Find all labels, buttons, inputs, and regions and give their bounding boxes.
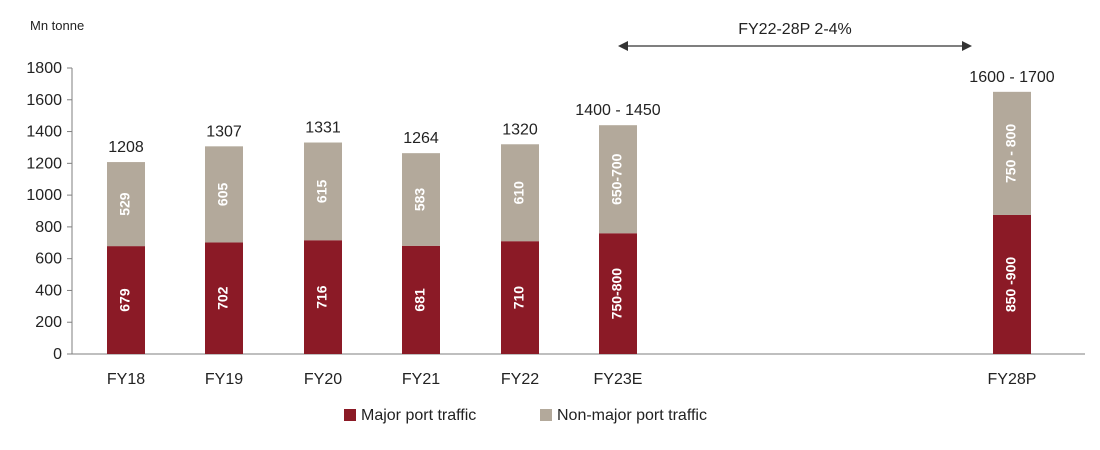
bar-nonmajor-fy21 (402, 153, 440, 246)
legend-label-major: Major port traffic (361, 407, 476, 424)
bar-major-fy18 (107, 246, 145, 354)
total-label: 1307 (206, 123, 242, 140)
y-tick-label: 200 (35, 314, 62, 331)
x-category-label: FY20 (304, 371, 342, 388)
y-tick-label: 1200 (26, 155, 62, 172)
unit-label: Mn tonne (30, 18, 84, 33)
y-tick-label: 600 (35, 251, 62, 268)
y-tick-label: 1800 (26, 60, 62, 77)
segment-label-major: 702 (215, 286, 231, 310)
bar-nonmajor-fy23e (599, 125, 637, 234)
bar-major-fy22 (501, 241, 539, 354)
bar-major-fy19 (205, 242, 243, 354)
x-category-label: FY21 (402, 371, 440, 388)
total-label: 1208 (108, 139, 144, 156)
bar-major-fy20 (304, 240, 342, 354)
total-label: 1320 (502, 121, 538, 138)
legend-label-nonmajor: Non-major port traffic (557, 407, 707, 424)
segment-label-major: 681 (412, 288, 428, 312)
legend-swatch-major (344, 409, 356, 421)
bar-major-fy23e (599, 233, 637, 354)
segment-label-major: 850 -900 (1003, 257, 1019, 312)
bar-nonmajor-fy22 (501, 144, 539, 242)
bar-major-fy28p (993, 214, 1031, 354)
legend-swatch-nonmajor (540, 409, 552, 421)
segment-label-major: 750-800 (609, 268, 625, 320)
bar-nonmajor-fy20 (304, 142, 342, 241)
x-category-label: FY28P (988, 371, 1037, 388)
segment-label-major: 710 (511, 286, 527, 310)
bar-nonmajor-fy18 (107, 162, 145, 247)
x-category-label: FY23E (594, 371, 643, 388)
y-tick-label: 400 (35, 282, 62, 299)
segment-label-nonmajor: 750 - 800 (1003, 124, 1019, 183)
segment-label-nonmajor: 615 (314, 179, 330, 203)
y-tick-label: 800 (35, 219, 62, 236)
segment-label-nonmajor: 650-700 (609, 153, 625, 205)
y-tick-label: 1600 (26, 92, 62, 109)
segment-label-major: 679 (117, 288, 133, 312)
arrow-head-left-icon (618, 41, 628, 51)
total-label: 1600 - 1700 (969, 69, 1055, 86)
segment-label-nonmajor: 583 (412, 188, 428, 212)
bar-nonmajor-fy19 (205, 146, 243, 243)
total-label: 1331 (305, 120, 341, 137)
total-label: 1264 (403, 130, 439, 147)
bar-nonmajor-fy28p (993, 91, 1031, 215)
segment-label-nonmajor: 605 (215, 183, 231, 207)
y-tick-label: 1000 (26, 187, 62, 204)
segment-label-nonmajor: 610 (511, 181, 527, 205)
x-category-label: FY22 (501, 371, 539, 388)
y-tick-label: 1400 (26, 124, 62, 141)
total-label: 1400 - 1450 (575, 102, 661, 119)
segment-label-major: 716 (314, 285, 330, 309)
bar-major-fy21 (402, 245, 440, 354)
y-tick-label: 0 (53, 346, 62, 363)
x-category-label: FY18 (107, 371, 145, 388)
growth-annotation: FY22-28P 2-4% (738, 21, 852, 38)
segment-label-nonmajor: 529 (117, 192, 133, 216)
x-category-label: FY19 (205, 371, 243, 388)
arrow-head-right-icon (962, 41, 972, 51)
